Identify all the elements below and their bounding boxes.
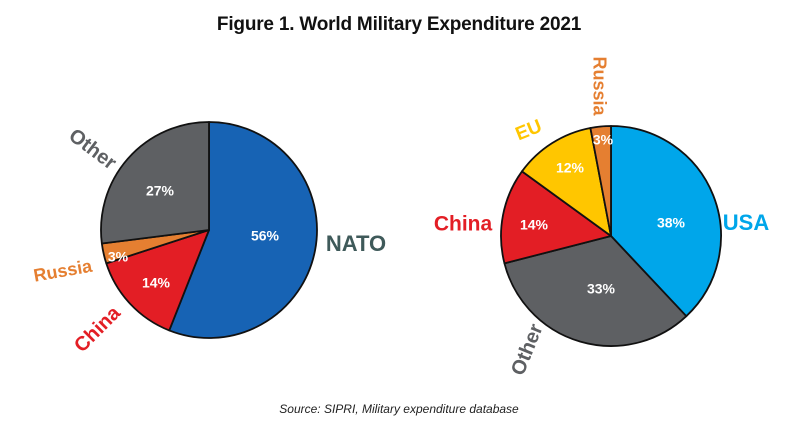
category-label-alliances-other: Other	[65, 125, 121, 175]
slice-countries-other	[503, 235, 688, 347]
category-label-countries-china: China	[434, 213, 493, 236]
slice-alliances-other	[100, 121, 210, 245]
pct-label-countries-russia: 3%	[593, 132, 614, 148]
pie-countries: 38% 33% 14% 12% 3% USA Other China EU Russia	[434, 56, 770, 378]
slice-countries-china	[500, 170, 612, 265]
category-label-countries-other: Other	[507, 321, 547, 379]
pct-label-countries-usa: 38%	[657, 215, 686, 231]
pct-label-alliances-nato: 56%	[251, 228, 280, 244]
category-label-alliances-china: China	[70, 301, 125, 356]
slice-countries-eu	[521, 127, 612, 237]
pct-label-countries-china: 14%	[520, 217, 549, 233]
category-label-countries-russia: Russia	[589, 56, 609, 116]
pie-alliances: 56% 14% 3% 27% NATO China Russia Other	[32, 121, 386, 357]
pct-label-countries-other: 33%	[587, 281, 616, 297]
slice-alliances-nato	[168, 121, 318, 339]
category-label-alliances-russia: Russia	[32, 256, 95, 286]
slice-countries-russia	[589, 125, 612, 237]
pct-label-countries-eu: 12%	[556, 160, 585, 176]
pct-label-alliances-other: 27%	[146, 183, 175, 199]
source-note: Source: SIPRI, Military expenditure data…	[279, 402, 519, 416]
pct-label-alliances-russia: 3%	[108, 249, 129, 265]
pct-label-alliances-china: 14%	[142, 275, 171, 291]
category-label-countries-usa: USA	[723, 210, 770, 235]
chart-title: Figure 1. World Military Expenditure 202…	[216, 14, 582, 35]
category-label-alliances-nato: NATO	[326, 231, 386, 256]
slice-countries-usa	[610, 125, 722, 318]
category-label-countries-eu: EU	[513, 116, 545, 145]
